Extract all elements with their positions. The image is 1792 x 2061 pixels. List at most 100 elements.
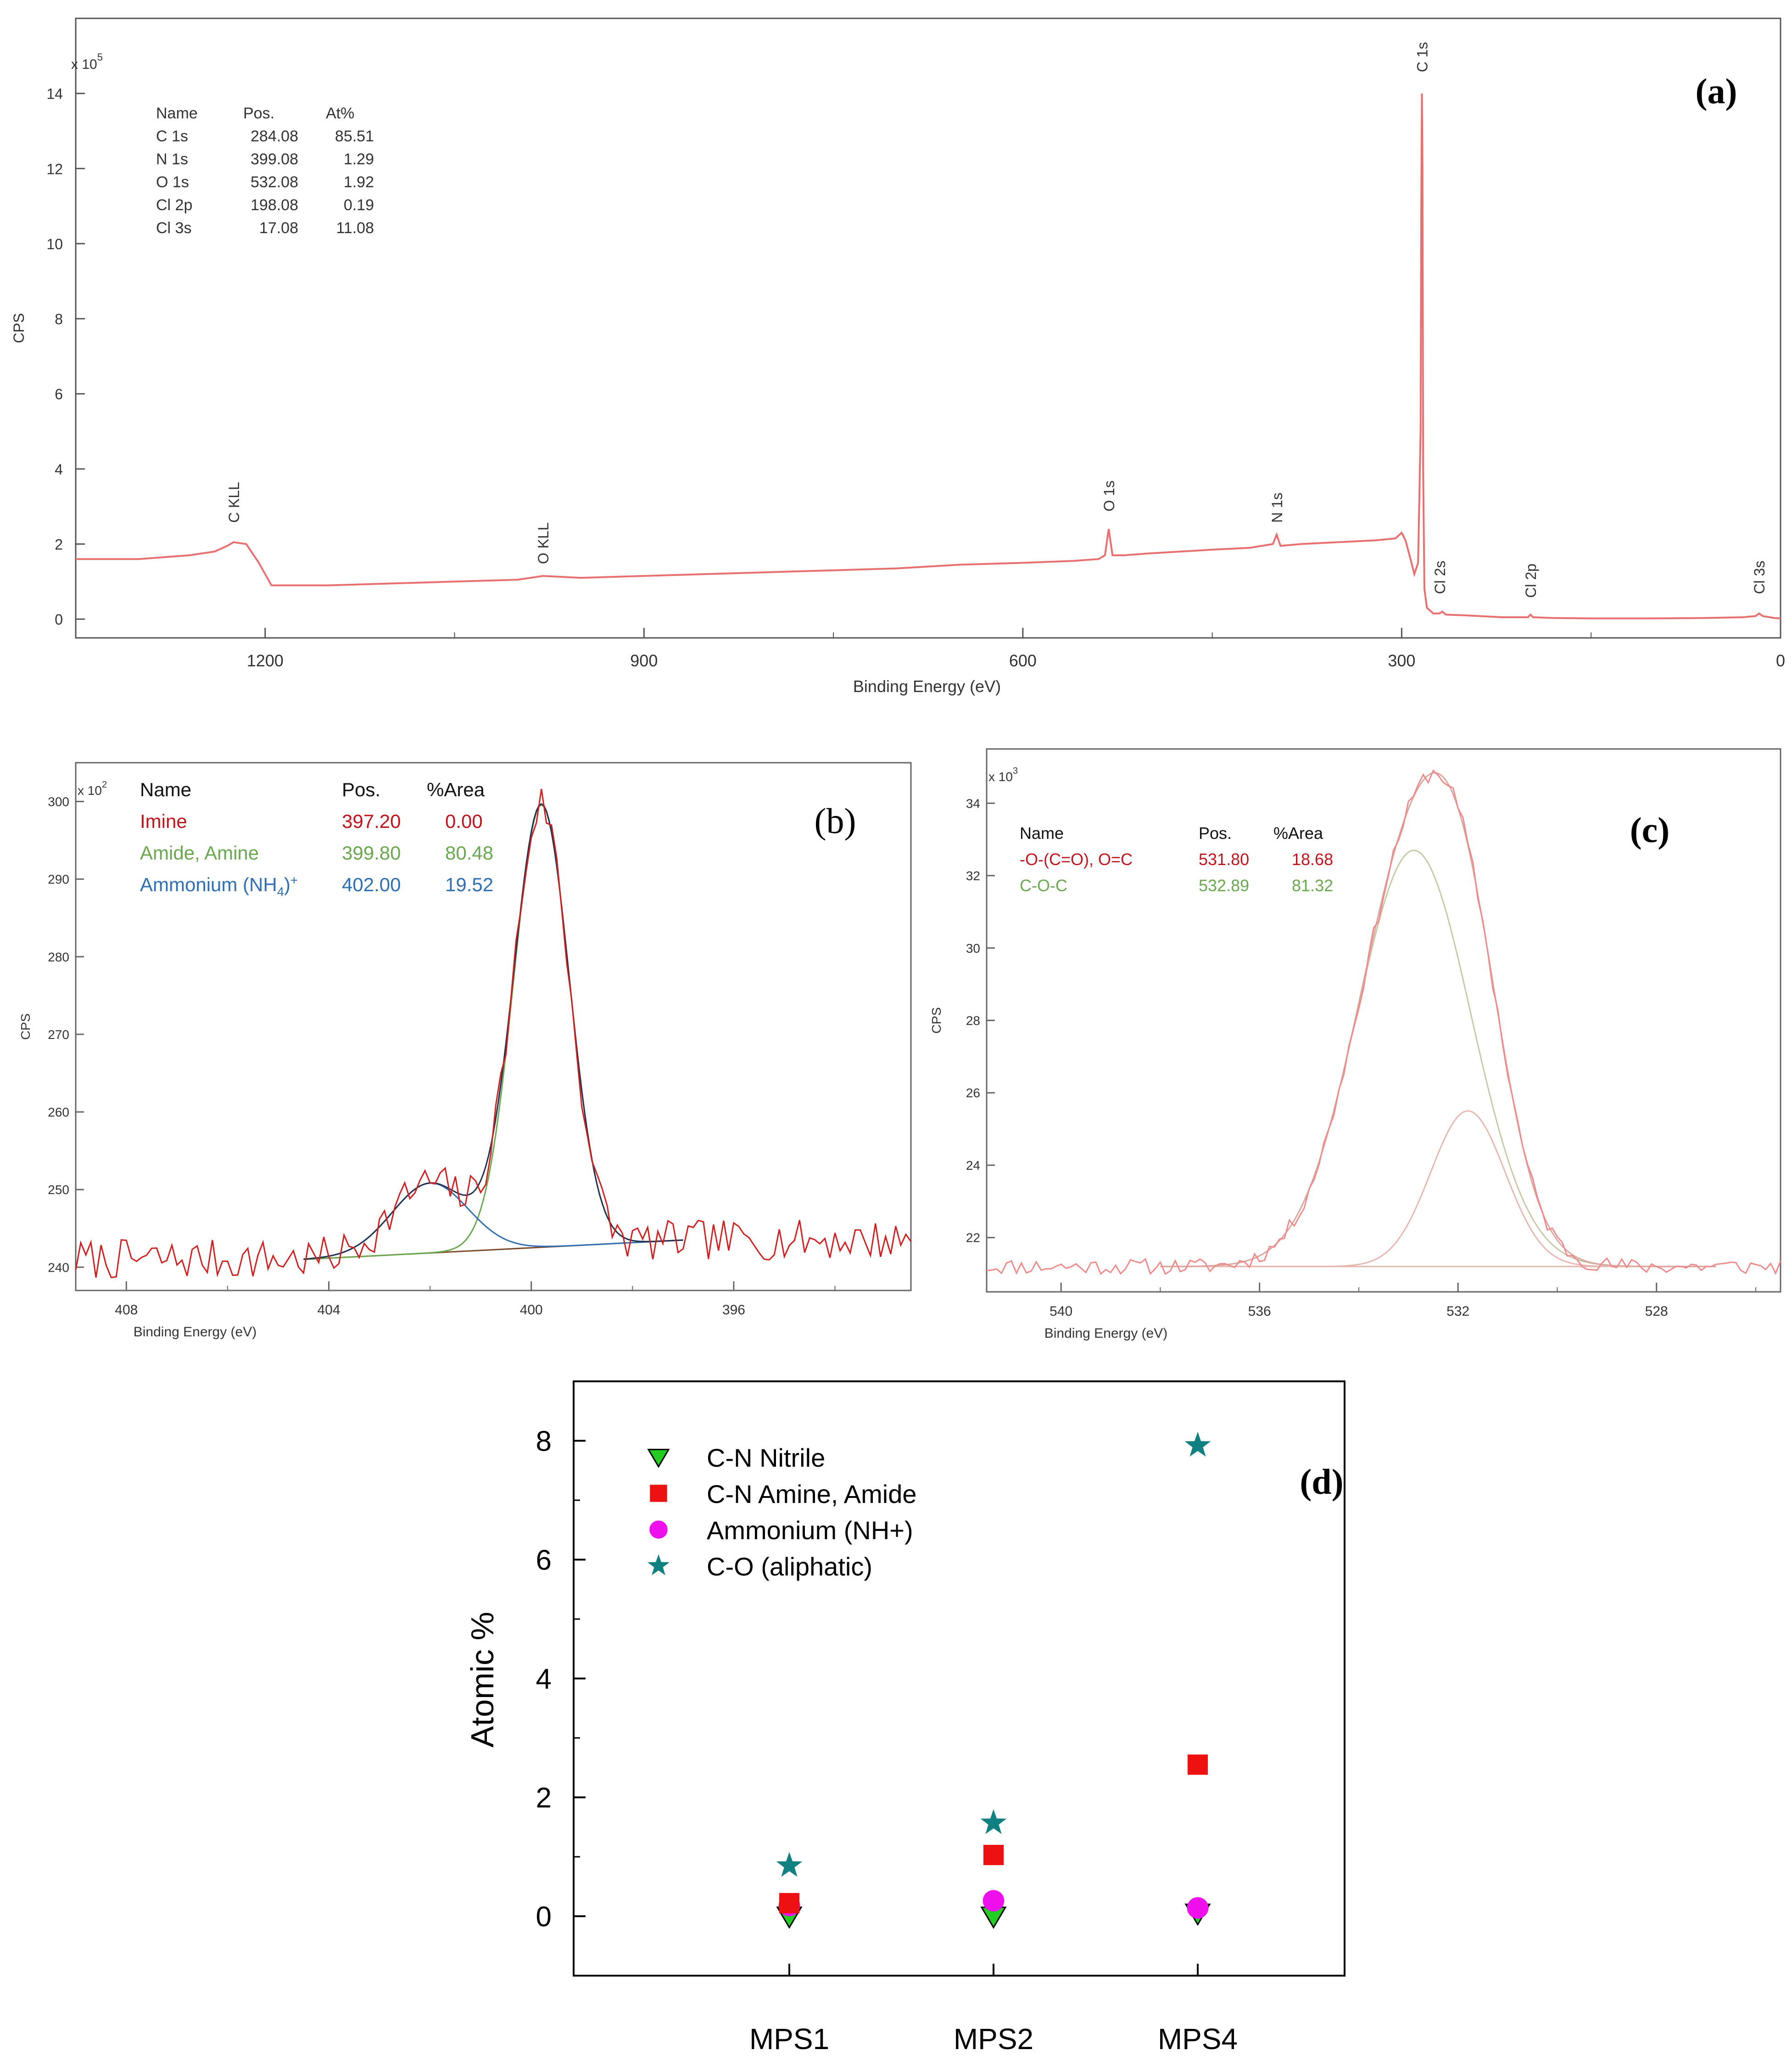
y-tick-label: 8: [536, 1426, 552, 1458]
data-point-star: [1184, 1432, 1211, 1457]
table-pos: 402.00: [342, 874, 401, 895]
table-header: Pos.: [243, 105, 274, 122]
x-tick-label: 532: [1446, 1304, 1469, 1319]
data-point-square: [779, 1893, 800, 1914]
y-tick-label: 280: [48, 950, 69, 964]
table-name: Imine: [140, 810, 187, 832]
y-tick-label: 28: [966, 1014, 980, 1028]
data-point-circle: [1187, 1897, 1209, 1919]
x-tick-label: 900: [630, 651, 658, 670]
panel-label: (c): [1630, 810, 1670, 850]
peak-label: O KLL: [535, 522, 552, 564]
y-tick-label: 2: [536, 1782, 552, 1814]
y-tick-label: 6: [55, 386, 63, 402]
table-name-text: C-O-C: [1020, 876, 1067, 895]
panel-label: (b): [815, 801, 856, 841]
legend-marker-star: [647, 1554, 670, 1575]
table-name: C 1s: [156, 128, 188, 145]
x-tick-label: 396: [722, 1302, 745, 1318]
x-tick-label: 600: [1009, 651, 1037, 670]
x-axis-label: Binding Energy (eV): [853, 677, 1001, 696]
table-pos: 399.80: [342, 842, 401, 864]
y-tick-label: 260: [48, 1105, 69, 1119]
table-pos: 284.08: [251, 128, 298, 145]
table-name-text: Imine: [140, 810, 187, 832]
table-header: Name: [1020, 824, 1064, 843]
table-area: 19.52: [445, 874, 493, 895]
y-tick-label: 240: [48, 1260, 69, 1274]
legend-label: C-O (aliphatic): [707, 1552, 872, 1581]
table-header: Pos.: [342, 779, 380, 800]
x-axis-label: Binding Energy (eV): [134, 1324, 257, 1340]
table-at: 0.19: [344, 196, 374, 214]
peak-label: O 1s: [1101, 480, 1117, 512]
y-tick-label: 4: [536, 1664, 552, 1695]
y-tick-label: 300: [48, 795, 69, 809]
x-tick-label: 528: [1645, 1304, 1668, 1319]
y-tick-label: 14: [46, 86, 63, 102]
table-pos: 399.08: [251, 151, 298, 168]
table-name: Cl 2p: [156, 196, 192, 214]
y-multiplier-exponent: 3: [1013, 766, 1018, 776]
table-name-subscript: 4: [277, 885, 284, 899]
y-tick-label: 12: [46, 161, 63, 177]
x-tick-label: MPS1: [749, 2022, 829, 2055]
peak-label: C 1s: [1414, 42, 1430, 72]
table-name: Amide, Amine: [140, 842, 259, 864]
table-area: 81.32: [1292, 876, 1333, 895]
legend-label: Ammonium (NH+): [707, 1516, 913, 1545]
y-tick-label: 250: [48, 1183, 69, 1197]
x-tick-label: 540: [1050, 1304, 1072, 1319]
legend-marker-triangle-down: [647, 1449, 670, 1468]
data-point-circle: [983, 1890, 1005, 1912]
y-tick-label: 30: [966, 941, 980, 955]
y-multiplier-base: x 10: [71, 57, 97, 72]
panel-label: (a): [1696, 71, 1737, 111]
data-point-square: [983, 1845, 1004, 1866]
data-point-square: [1187, 1754, 1208, 1775]
x-tick-label: 408: [115, 1302, 138, 1318]
y-tick-label: 22: [966, 1231, 980, 1245]
panel-c-o1s-spectrum: 540 536 532 528 22 24 26 28 30 32 34 Binding Energy…: [929, 748, 1781, 1341]
y-tick-label: 0: [536, 1901, 552, 1933]
y-multiplier-exponent: 5: [97, 51, 103, 63]
table-pos: 531.80: [1199, 850, 1249, 869]
y-tick-label: 26: [966, 1086, 980, 1100]
x-tick-label: MPS4: [1158, 2022, 1238, 2055]
peak-label: N 1s: [1269, 492, 1285, 523]
x-tick-label: 400: [520, 1302, 543, 1318]
table-name: O 1s: [156, 173, 189, 191]
y-tick-label: 32: [966, 869, 980, 883]
x-tick-label: 0: [1776, 651, 1785, 670]
table-area: 18.68: [1292, 850, 1333, 869]
y-multiplier-base: x 10: [988, 770, 1013, 784]
y-multiplier: x 102: [78, 780, 107, 798]
plot-frame: [75, 17, 1781, 639]
table-area: 0.00: [445, 810, 483, 832]
y-tick-label: 6: [536, 1545, 552, 1576]
raw-spectrum-line: [75, 788, 912, 1279]
table-pos: 17.08: [259, 219, 298, 237]
table-header: Name: [156, 105, 198, 122]
table-name-close: ): [284, 874, 290, 895]
peak-label: Cl 3s: [1751, 561, 1768, 594]
table-at: 11.08: [336, 219, 374, 237]
panel-label: (d): [1300, 1462, 1343, 1502]
table-header: %Area: [1273, 824, 1323, 843]
y-multiplier: x 103: [988, 766, 1018, 784]
table-pos: 532.89: [1199, 876, 1249, 895]
table-at: 1.92: [344, 173, 374, 191]
y-tick-label: 2: [55, 536, 63, 553]
table-name-text: -O-(C=O), O=C: [1020, 850, 1133, 869]
x-tick-label: 536: [1248, 1304, 1271, 1319]
x-axis-label: Binding Energy (eV): [1044, 1326, 1167, 1341]
peak-label: Cl 2s: [1432, 561, 1448, 594]
peak-label: C KLL: [226, 482, 242, 523]
table-name-text: Ammonium (NH: [140, 874, 277, 895]
x-tick-label: 1200: [247, 651, 284, 670]
y-tick-label: 24: [966, 1158, 980, 1173]
table-header: %Area: [427, 779, 485, 800]
table-name: -O-(C=O), O=C: [1020, 850, 1133, 869]
table-pos: 397.20: [342, 810, 401, 832]
data-point-star: [776, 1852, 803, 1877]
